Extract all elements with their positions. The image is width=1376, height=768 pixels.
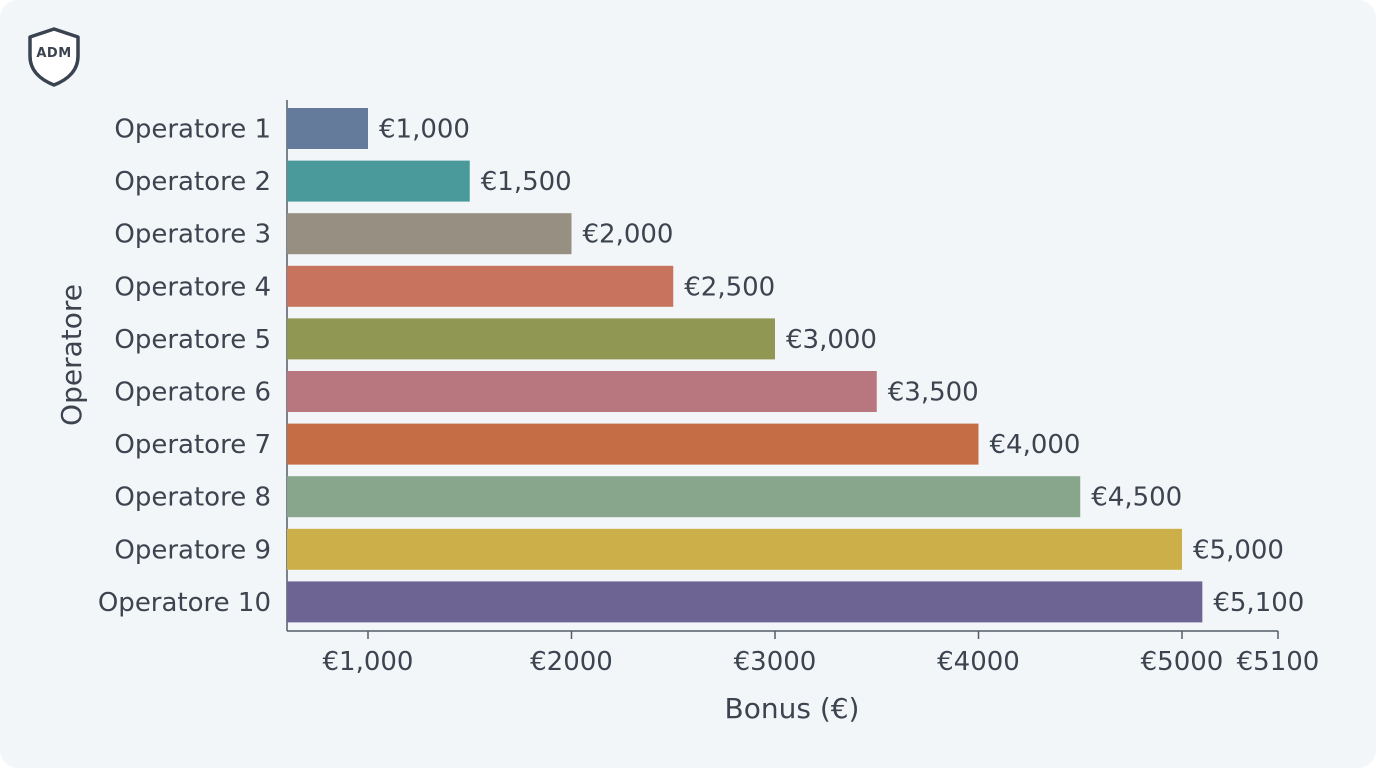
category-label: Operatore 6 [114,378,271,408]
bar [287,213,572,255]
bar [287,318,775,360]
x-tick-label: €2000 [530,647,613,677]
bar [287,423,979,465]
logo-text: ADM [36,46,72,61]
bar [287,265,674,307]
value-label: €4,500 [1091,483,1182,513]
category-label: Operatore 5 [114,325,271,355]
value-label: €3,000 [786,325,877,355]
bar [287,108,368,149]
x-tick-label: €5000 [1141,647,1224,677]
category-label: Operatore 2 [114,167,271,197]
value-label: €5,000 [1193,535,1284,565]
value-label: €3,500 [888,378,979,408]
bar [287,371,877,412]
bar [287,528,1182,570]
x-tick-label: €5100 [1237,647,1320,677]
category-label: Operatore 7 [114,430,271,460]
x-axis-title: Bonus (€) [725,692,860,725]
x-tick-label: €4000 [937,647,1020,677]
value-label: €5,100 [1213,588,1304,618]
category-label: Operatore 1 [114,115,271,145]
value-label: €4,000 [990,430,1081,460]
shield-icon [28,27,80,87]
category-label: Operatore 9 [114,535,271,565]
x-tick-label: €3000 [734,647,817,677]
bar [287,160,470,202]
category-label: Operatore 4 [114,272,271,302]
category-label: Operatore 8 [114,483,271,513]
bar [287,476,1081,518]
logo: ADM [26,26,82,88]
value-label: €1,000 [379,115,470,145]
bar [287,581,1203,623]
y-axis-title: Operatore [55,284,88,426]
category-label: Operatore 3 [114,220,271,250]
value-label: €2,500 [684,272,775,302]
category-label: Operatore 10 [98,588,271,618]
value-label: €2,000 [583,220,674,250]
value-label: €1,500 [481,167,572,197]
x-tick-label: €1,000 [323,647,414,677]
